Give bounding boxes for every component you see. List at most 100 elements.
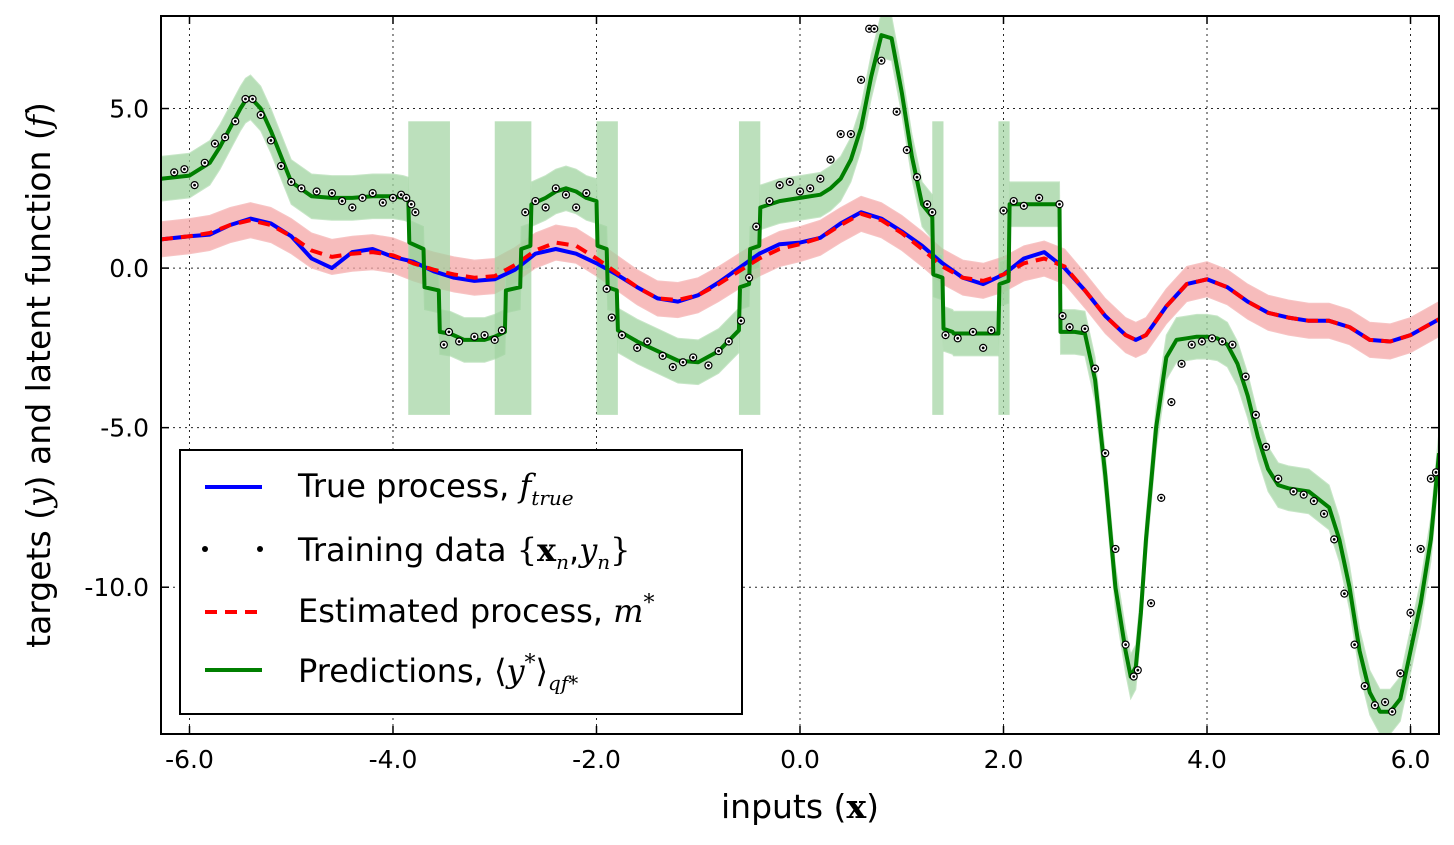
training-point — [691, 356, 695, 359]
training-point — [1231, 343, 1234, 347]
training-point — [768, 199, 771, 203]
training-point — [300, 186, 303, 190]
training-point — [956, 336, 960, 340]
training-point — [409, 202, 413, 206]
training-point — [1244, 375, 1248, 378]
legend-entry-pred: Predictions, ⟨y*⟩qf* — [298, 651, 578, 695]
series-estimated-process — [161, 211, 1439, 344]
legend-swatch-point-b — [257, 546, 263, 552]
training-point — [1419, 547, 1423, 551]
training-point — [1180, 362, 1183, 366]
training-point — [867, 27, 871, 31]
training-point — [1363, 684, 1367, 688]
y-tick-label: 5.0 — [109, 95, 149, 124]
training-point — [1149, 601, 1153, 605]
training-point — [1429, 477, 1433, 481]
training-point — [671, 365, 675, 369]
training-point — [330, 191, 334, 195]
training-point — [778, 183, 782, 187]
training-point — [808, 186, 812, 190]
training-point — [788, 180, 792, 184]
training-point — [1332, 537, 1336, 541]
series-lines — [161, 33, 1439, 714]
training-point — [872, 27, 876, 31]
training-point — [610, 316, 614, 319]
training-point — [1169, 400, 1173, 404]
training-point — [754, 225, 758, 229]
training-point — [361, 196, 364, 200]
training-point — [839, 132, 843, 136]
training-point — [1061, 314, 1064, 318]
training-point — [635, 346, 639, 350]
training-point — [1132, 675, 1136, 678]
training-point — [259, 113, 263, 117]
training-point — [472, 335, 476, 339]
training-point — [1276, 477, 1280, 481]
training-points — [170, 24, 1439, 716]
training-point — [1200, 340, 1204, 343]
training-point — [340, 199, 344, 203]
x-tick-label: 2.0 — [984, 745, 1024, 774]
training-point — [645, 340, 649, 343]
training-point — [1058, 202, 1061, 206]
training-point — [233, 119, 237, 123]
training-point — [442, 343, 446, 347]
y-axis-label: targets (y) and latent function (f) — [19, 102, 58, 648]
training-point — [1292, 490, 1295, 493]
legend-box — [179, 449, 743, 715]
training-point — [1390, 710, 1394, 714]
training-point — [483, 333, 486, 337]
training-point — [1322, 512, 1326, 516]
y-tick-label: 0.0 — [109, 254, 149, 283]
x-tick-label: 4.0 — [1187, 745, 1227, 774]
training-point — [895, 110, 899, 114]
training-point — [554, 186, 558, 190]
y-tick-label: -5.0 — [100, 414, 149, 443]
x-tick-label: -6.0 — [165, 745, 214, 774]
training-point — [1159, 496, 1163, 500]
training-point — [829, 158, 832, 162]
training-point — [1124, 643, 1128, 647]
training-point — [1210, 336, 1214, 340]
training-point — [880, 59, 883, 63]
training-point — [183, 167, 186, 171]
confidence-bands — [161, 16, 1439, 734]
x-tick-label: 6.0 — [1391, 745, 1431, 774]
training-point — [1342, 592, 1346, 595]
training-point — [681, 360, 685, 364]
training-point — [1190, 343, 1194, 347]
training-point — [350, 206, 354, 209]
training-point — [1083, 327, 1087, 331]
training-point — [493, 338, 497, 342]
training-point — [1136, 668, 1140, 672]
training-point — [1409, 611, 1412, 615]
training-point — [605, 287, 609, 291]
training-point — [269, 139, 273, 142]
training-point — [905, 148, 909, 152]
training-point — [574, 206, 578, 209]
training-point — [447, 330, 451, 334]
legend-entry-train: Training data {xn,yn} — [297, 531, 631, 574]
x-axis-label: inputs (x) — [721, 787, 879, 826]
y-tick-label: -10.0 — [84, 573, 149, 602]
training-point — [172, 170, 176, 174]
training-point — [798, 190, 802, 193]
training-point — [1093, 367, 1097, 371]
training-point — [1114, 547, 1117, 551]
training-point — [1254, 413, 1258, 417]
training-point — [523, 210, 527, 214]
training-point — [849, 132, 853, 136]
training-point — [404, 196, 408, 200]
training-point — [371, 191, 375, 195]
training-point — [544, 206, 548, 209]
training-point — [1068, 325, 1072, 329]
legend-entry-true: True process, ftrue — [297, 467, 574, 510]
training-point — [584, 191, 588, 195]
training-point — [399, 193, 403, 197]
training-point — [244, 97, 247, 101]
training-point — [279, 164, 283, 168]
training-point — [213, 142, 217, 146]
training-point — [930, 210, 934, 214]
training-point — [381, 201, 385, 205]
